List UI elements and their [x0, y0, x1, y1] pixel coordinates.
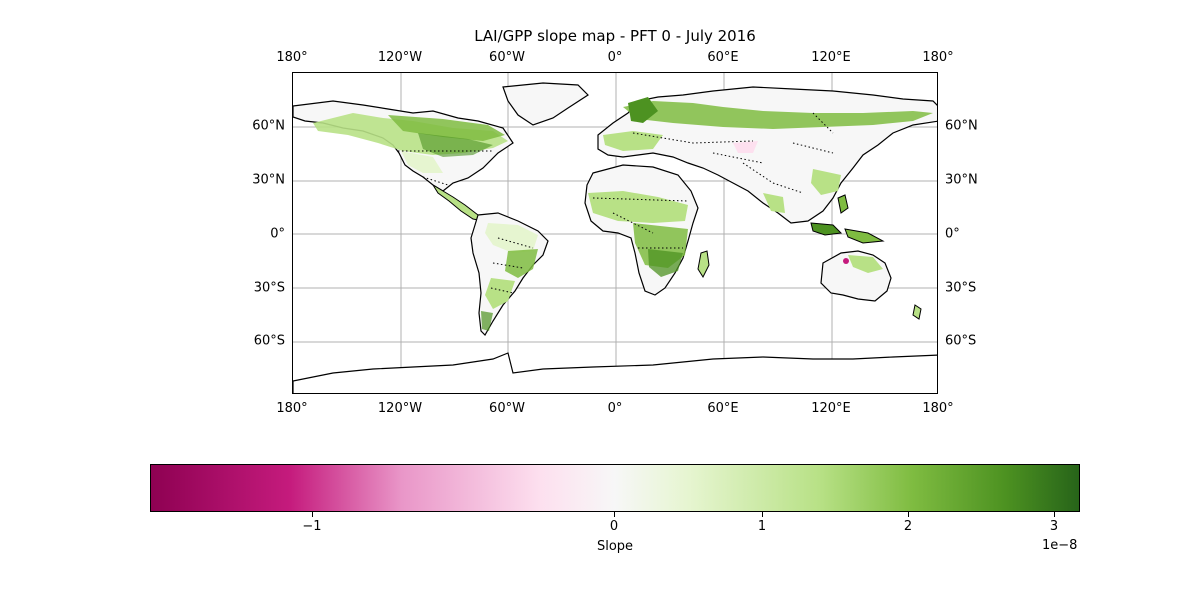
right-lat-tick-label: 30°S	[945, 280, 977, 296]
colorbar	[150, 464, 1080, 512]
europe-asia-land	[597, 86, 937, 224]
bottom-lon-tick-label: 0°	[607, 401, 623, 416]
bottom-lon-tick-label: 180°	[276, 401, 308, 416]
top-lon-tick-label: 120°W	[377, 50, 423, 65]
colorbar-tick	[614, 512, 615, 517]
colorbar-tick-label: −1	[302, 519, 322, 534]
australia-land	[820, 250, 892, 302]
central-america-land	[432, 184, 485, 222]
bottom-lon-tick-label: 180°	[922, 401, 954, 416]
top-lon-tick-label: 0°	[607, 50, 623, 65]
right-lat-tick-label: 60°S	[945, 333, 977, 349]
map-title: LAI/GPP slope map - PFT 0 - July 2016	[474, 27, 756, 45]
colorbar-offset-text: 1e−8	[1042, 538, 1078, 553]
new-zealand-land	[912, 304, 922, 320]
colorbar-tick-label: 0	[609, 519, 619, 534]
country-borders	[398, 112, 834, 294]
colorbar-tick-label: 2	[903, 519, 913, 534]
south-america-land	[470, 212, 549, 336]
bottom-lon-tick-label: 120°E	[811, 401, 851, 416]
madagascar-land	[697, 250, 710, 279]
bottom-lon-tick-label: 60°E	[707, 401, 739, 416]
map-panel	[292, 72, 938, 394]
colorbar-tick-label: 1	[757, 519, 767, 534]
top-lon-tick-label: 60°W	[489, 50, 525, 65]
top-lon-tick-label: 60°E	[707, 50, 739, 65]
right-lat-tick-label: 60°N	[945, 118, 978, 134]
colorbar-label: Slope	[596, 539, 634, 554]
colorbar-tick	[1054, 512, 1055, 517]
colorbar-tick-label: 3	[1049, 519, 1059, 534]
top-lon-tick-label: 180°	[922, 50, 954, 65]
left-lat-tick-label: 60°N	[252, 118, 285, 134]
right-lat-tick-label: 30°N	[945, 172, 978, 188]
left-lat-tick-label: 30°N	[252, 172, 285, 188]
north-america-land	[293, 100, 514, 192]
africa-land	[584, 164, 699, 296]
greenland-land	[502, 82, 589, 126]
bottom-lon-tick-label: 120°W	[377, 401, 423, 416]
antarctica-land	[293, 352, 937, 393]
bottom-lon-tick-label: 60°W	[489, 401, 525, 416]
top-lon-tick-label: 120°E	[811, 50, 851, 65]
left-lat-tick-label: 0°	[270, 226, 285, 242]
colorbar-tick	[908, 512, 909, 517]
left-lat-tick-label: 60°S	[253, 333, 285, 349]
world-map	[293, 73, 937, 393]
colorbar-tick	[762, 512, 763, 517]
left-lat-tick-label: 30°S	[253, 280, 285, 296]
right-lat-tick-label: 0°	[945, 226, 960, 242]
colorbar-tick	[312, 512, 313, 517]
top-lon-tick-label: 180°	[276, 50, 308, 65]
southeast-asia-islands	[810, 194, 885, 244]
